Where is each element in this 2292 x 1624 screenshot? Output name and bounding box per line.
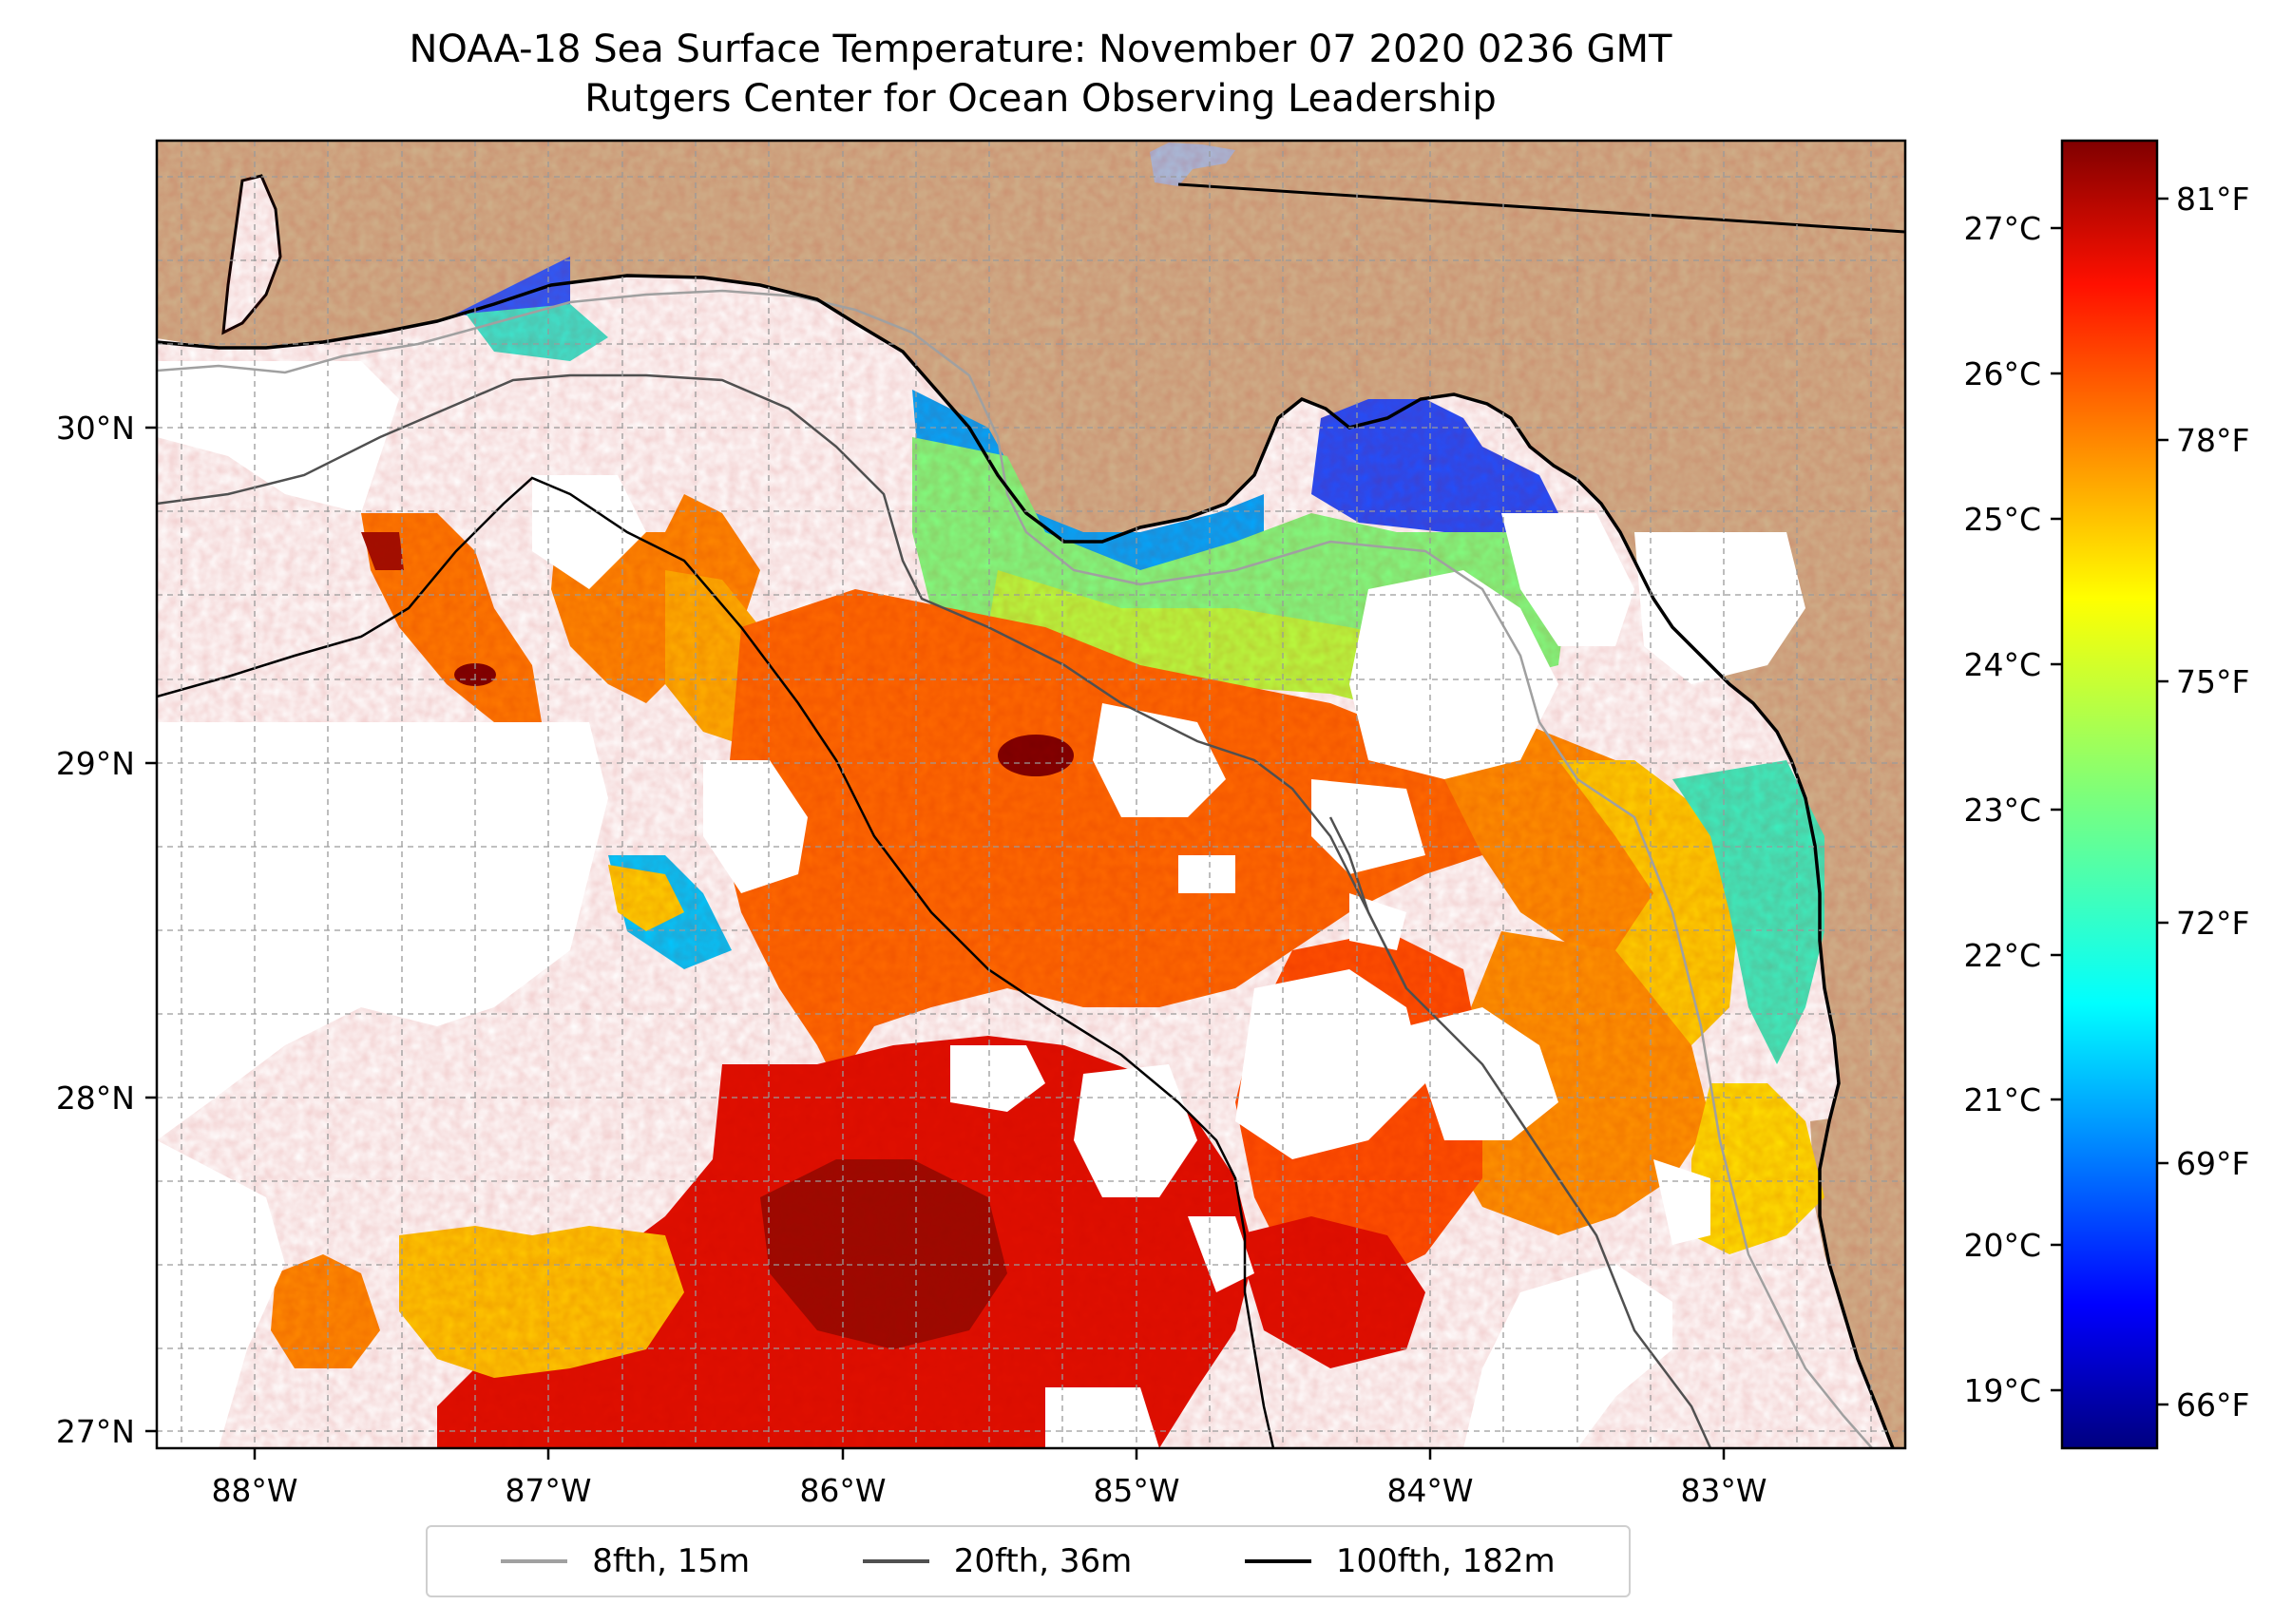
legend-swatch-8fth [501, 1559, 568, 1563]
colorbar-ticks [2051, 197, 2168, 1406]
cbar-c-23: 23°C [1963, 792, 2041, 829]
title-line-1: NOAA-18 Sea Surface Temperature: Novembe… [409, 28, 1672, 71]
lon-tick-84w: 84°W [1386, 1472, 1473, 1509]
legend-item-100fth: 100fth, 182m [1244, 1542, 1556, 1580]
coastline [157, 274, 1895, 1448]
contour-legend: 8fth, 15m 20fth, 36m 100fth, 182m [426, 1525, 1631, 1597]
cbar-f-72: 72°F [2176, 905, 2249, 942]
title-line-2: Rutgers Center for Ocean Observing Leade… [584, 77, 1497, 121]
lat-tick-28n: 28°N [56, 1079, 135, 1117]
cbar-c-22: 22°C [1963, 937, 2041, 974]
legend-label-8fth: 8fth, 15m [592, 1542, 751, 1580]
cbar-c-20: 20°C [1963, 1227, 2041, 1264]
cbar-c-19: 19°C [1963, 1372, 2041, 1409]
lon-tick-85w: 85°W [1093, 1472, 1179, 1509]
legend-label-20fth: 20fth, 36m [953, 1542, 1133, 1580]
lon-tick-87w: 87°W [505, 1472, 591, 1509]
cbar-c-26: 26°C [1963, 355, 2041, 392]
map-tick-marks [145, 426, 1726, 1460]
lon-tick-83w: 83°W [1680, 1472, 1767, 1509]
legend-item-8fth: 8fth, 15m [501, 1542, 750, 1580]
legend-label-100fth: 100fth, 182m [1335, 1542, 1556, 1580]
cbar-f-75: 75°F [2176, 663, 2249, 700]
map-frame [155, 139, 1907, 1450]
cbar-f-66: 66°F [2176, 1386, 2249, 1423]
lon-tick-88w: 88°W [211, 1472, 297, 1509]
contour-100fth [157, 476, 1275, 1448]
legend-swatch-100fth [1244, 1559, 1311, 1563]
cbar-f-81: 81°F [2176, 181, 2249, 218]
cbar-c-24: 24°C [1963, 646, 2041, 683]
lat-tick-29n: 29°N [56, 745, 135, 782]
map-gridlines [157, 141, 1905, 1448]
cbar-f-78: 78°F [2176, 422, 2249, 459]
contour-8fth [157, 289, 1873, 1448]
lon-tick-86w: 86°W [799, 1472, 886, 1509]
cbar-f-69: 69°F [2176, 1145, 2249, 1182]
lat-tick-27n: 27°N [56, 1413, 135, 1450]
cbar-c-25: 25°C [1963, 501, 2041, 538]
cbar-c-21: 21°C [1963, 1081, 2041, 1118]
legend-item-20fth: 20fth, 36m [862, 1542, 1133, 1580]
colorbar [2060, 139, 2159, 1450]
legend-swatch-20fth [862, 1559, 929, 1563]
lat-tick-30n: 30°N [56, 410, 135, 447]
cbar-c-27: 27°C [1963, 210, 2041, 247]
map-title: NOAA-18 Sea Surface Temperature: Novembe… [0, 25, 2081, 124]
state-boundary [1177, 182, 1905, 234]
cloud-mask [157, 361, 1805, 1448]
